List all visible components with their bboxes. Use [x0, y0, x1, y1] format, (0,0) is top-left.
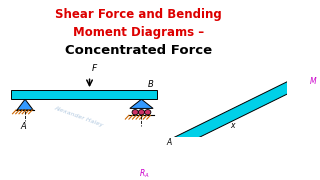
Circle shape	[132, 110, 138, 115]
Bar	[11, 90, 157, 99]
Text: Shear Force and Bending: Shear Force and Bending	[55, 8, 222, 21]
Polygon shape	[130, 99, 153, 108]
Text: B: B	[148, 80, 154, 89]
Text: Alexander Haley: Alexander Haley	[53, 105, 104, 127]
Polygon shape	[17, 99, 33, 110]
Circle shape	[145, 110, 151, 115]
Text: A: A	[20, 122, 26, 131]
Text: V: V	[319, 73, 320, 82]
Text: F: F	[92, 64, 97, 73]
Text: Moment Diagrams –: Moment Diagrams –	[73, 26, 204, 39]
Text: Concentrated Force: Concentrated Force	[65, 44, 212, 57]
Circle shape	[138, 110, 145, 115]
Polygon shape	[158, 76, 304, 154]
Text: x: x	[230, 121, 235, 130]
Text: A: A	[166, 138, 172, 147]
Text: $R_A$: $R_A$	[139, 167, 150, 180]
Text: M: M	[310, 77, 316, 86]
